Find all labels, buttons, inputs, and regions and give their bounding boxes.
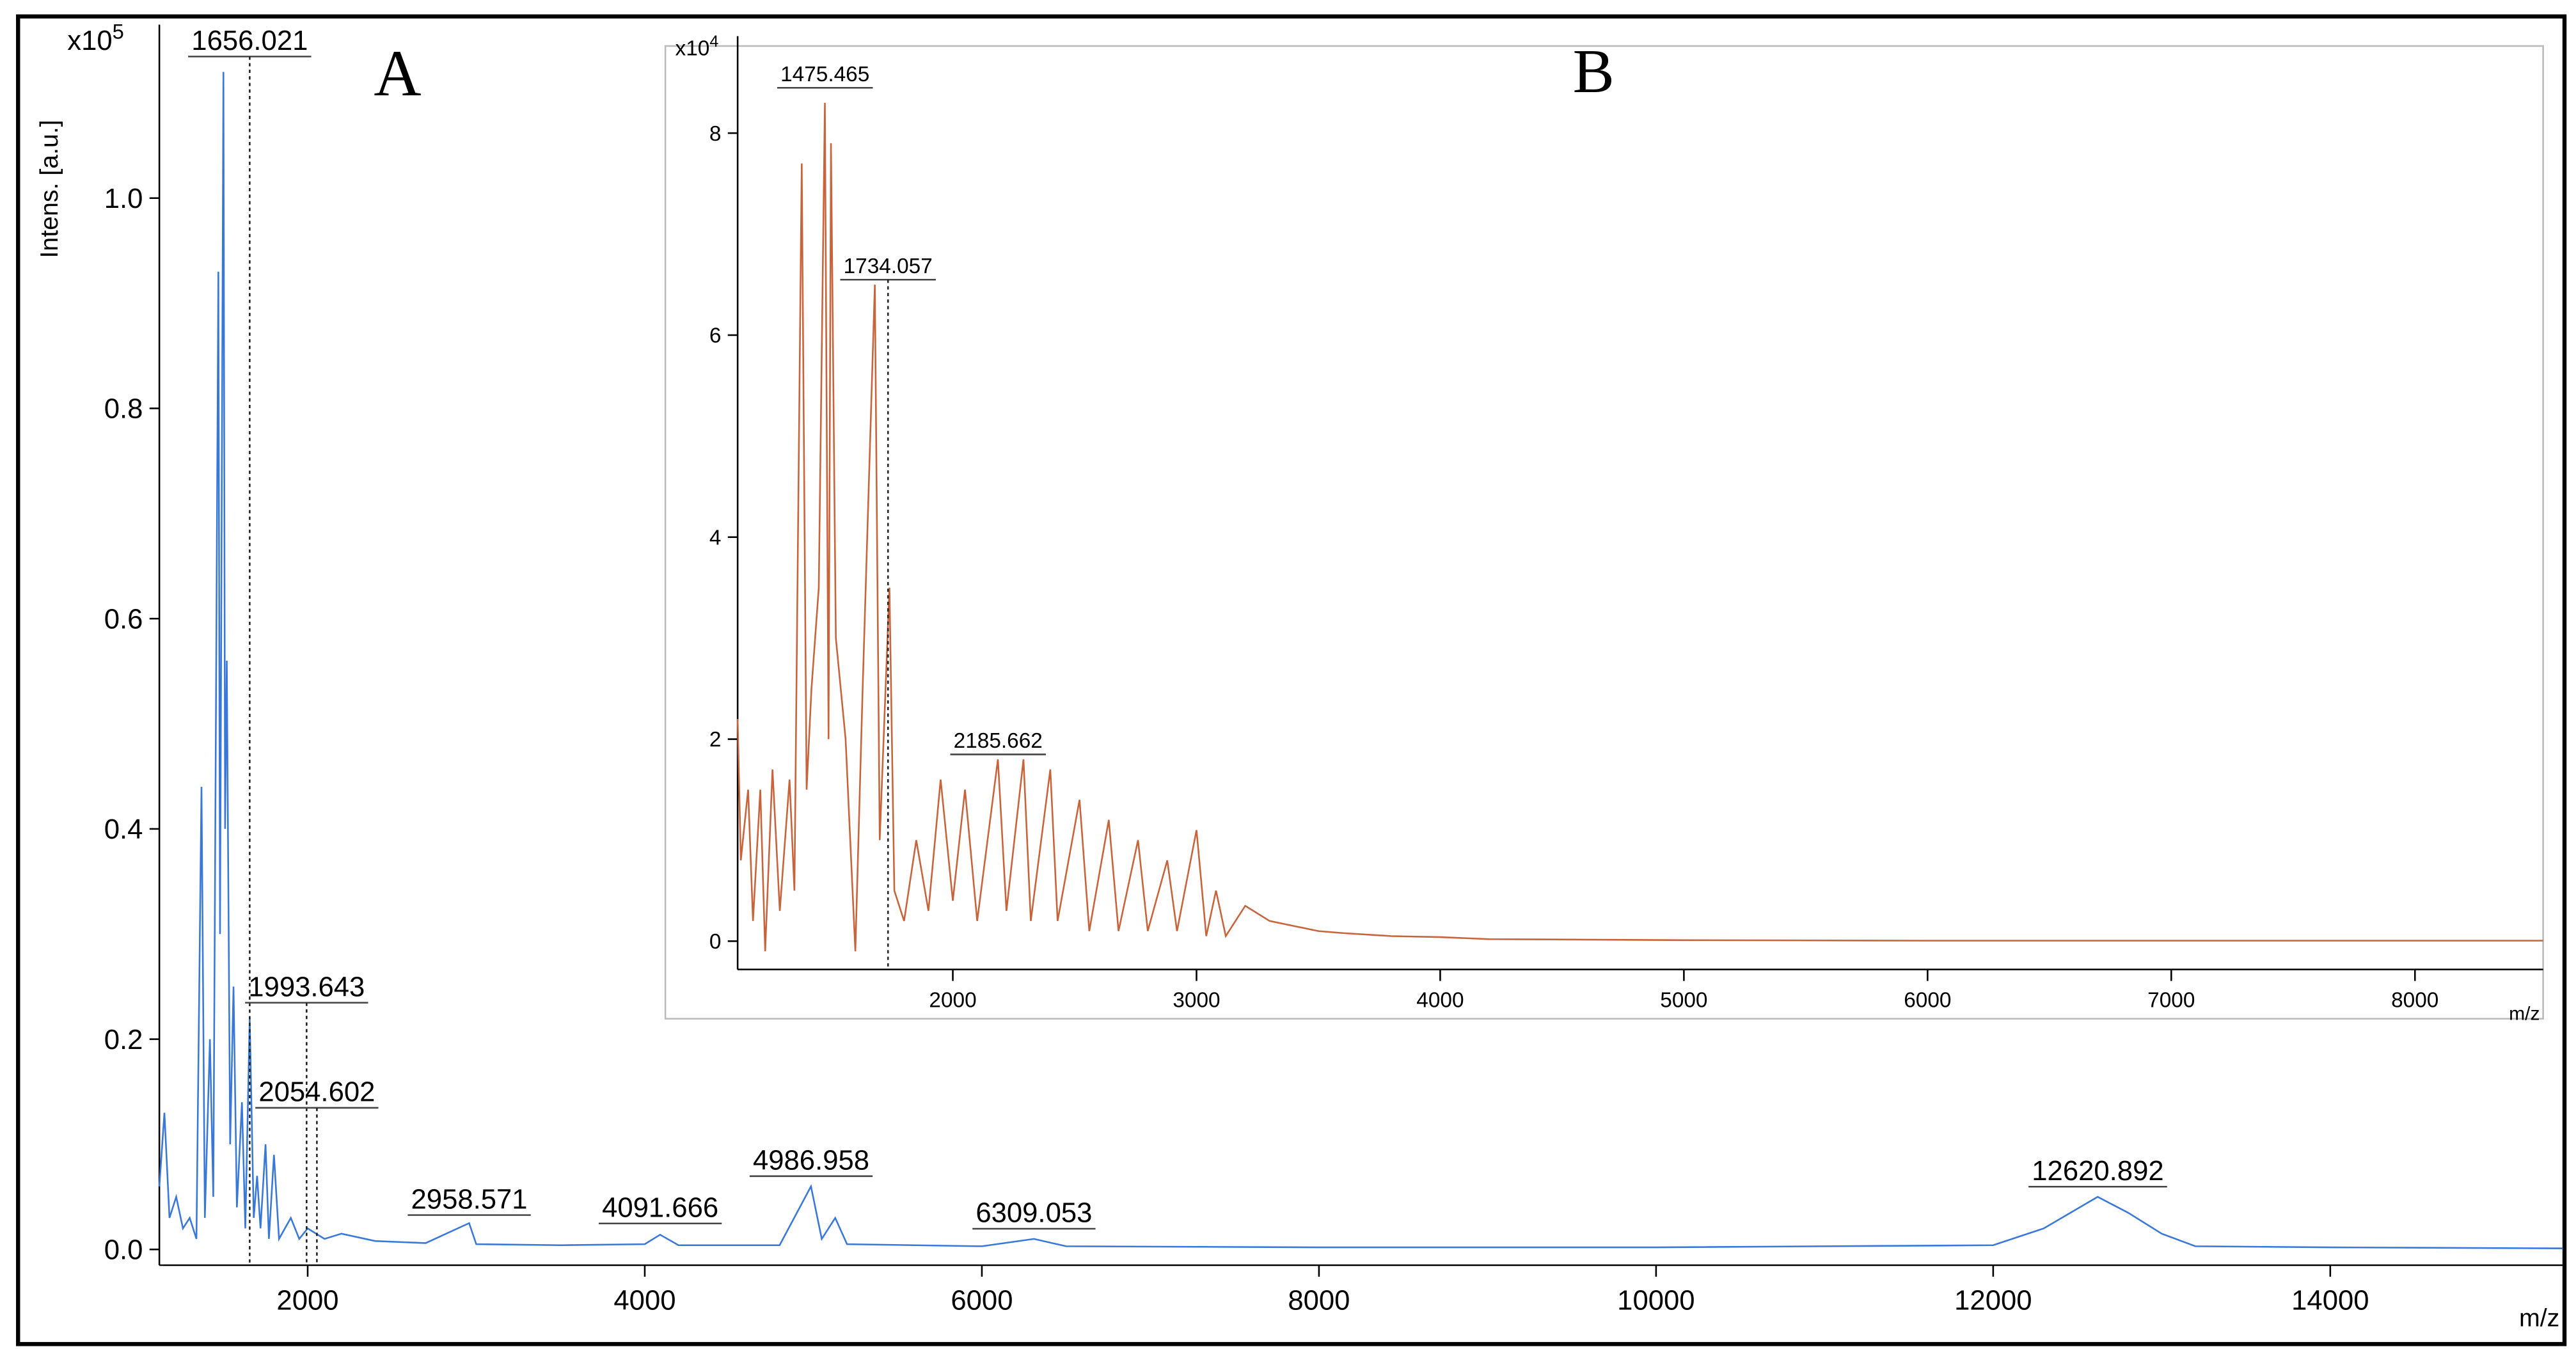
multiplier-exp: 4 — [709, 33, 718, 51]
x-tick-label: 12000 — [1954, 1284, 2032, 1316]
y-tick-label: 4 — [709, 526, 722, 549]
spectrum-line — [736, 102, 2543, 952]
multiplier-base: x10 — [67, 25, 112, 56]
peak-label: 2958.571 — [411, 1183, 528, 1215]
multiplier-exp: 5 — [113, 19, 124, 43]
peak-label: 2054.602 — [258, 1077, 375, 1108]
peak-label: 12620.892 — [2032, 1155, 2163, 1187]
y-tick-label: 2 — [709, 728, 722, 752]
peak-label: 1475.465 — [780, 63, 869, 86]
y-multiplier: x105 — [67, 19, 124, 56]
x-tick-label: 5000 — [1660, 989, 1707, 1013]
x-tick-label: 8000 — [2391, 989, 2438, 1013]
peak-label: 1734.057 — [844, 255, 933, 278]
x-tick-label: 4000 — [613, 1284, 676, 1316]
peak-label: 4091.666 — [602, 1192, 718, 1223]
y-tick-label: 0.8 — [104, 393, 143, 425]
x-tick-label: 14000 — [2291, 1284, 2369, 1316]
y-axis-label: Intens. [a.u.] — [35, 120, 63, 258]
y-tick-label: 1.0 — [104, 183, 143, 214]
x-tick-label: 6000 — [951, 1284, 1013, 1316]
y-tick-label: 0.2 — [104, 1024, 143, 1055]
x-tick-label: 7000 — [2147, 989, 2195, 1013]
peak-label: 4986.958 — [753, 1145, 869, 1176]
peak-label: 1656.021 — [191, 25, 308, 56]
y-tick-label: 0.0 — [104, 1235, 143, 1266]
y-tick-label: 8 — [709, 122, 722, 146]
x-axis-label: m/z — [2509, 1004, 2540, 1025]
y-tick-label: 0.4 — [104, 814, 143, 845]
y-multiplier: x104 — [676, 33, 719, 60]
inset-frame — [664, 45, 2544, 1020]
peak-label: 2185.662 — [954, 729, 1043, 753]
x-tick-label: 2000 — [929, 989, 976, 1013]
y-tick-label: 6 — [709, 324, 722, 348]
peak-label: 6309.053 — [976, 1197, 1092, 1229]
multiplier-base: x10 — [676, 37, 710, 61]
x-tick-label: 8000 — [1288, 1284, 1350, 1316]
x-tick-label: 6000 — [1904, 989, 1951, 1013]
panel-title: A — [374, 37, 421, 110]
x-tick-label: 10000 — [1617, 1284, 1695, 1316]
y-tick-label: 0 — [709, 930, 722, 954]
spectrum-line — [158, 72, 2563, 1249]
peak-label: 1993.643 — [248, 971, 365, 1002]
panel-title: B — [1573, 37, 1615, 106]
y-tick-label: 0.6 — [104, 603, 143, 635]
x-tick-label: 2000 — [276, 1284, 338, 1316]
x-axis-label: m/z — [2519, 1304, 2559, 1332]
x-tick-label: 4000 — [1416, 989, 1464, 1013]
x-tick-label: 3000 — [1173, 989, 1220, 1013]
